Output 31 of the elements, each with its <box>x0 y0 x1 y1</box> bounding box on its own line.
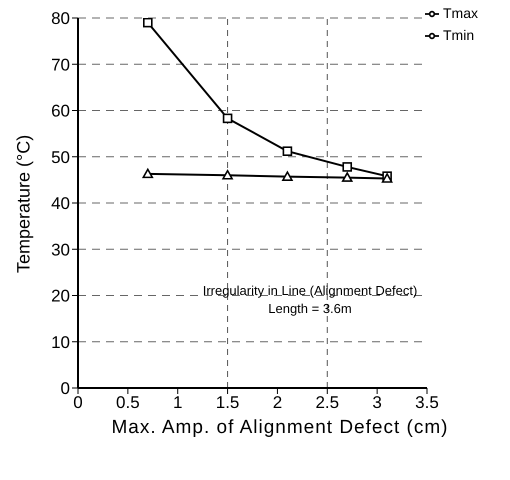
point <box>142 168 154 178</box>
x-tick-label: 3.5 <box>415 393 439 412</box>
x-tick-label: 0.5 <box>116 393 140 412</box>
x-tick-label: 0 <box>73 393 83 412</box>
x-tick-label: 1 <box>172 393 182 412</box>
y-tick-label: 20 <box>51 286 70 306</box>
annotation: Irregularity in Line (Alignment Defect) <box>202 282 418 300</box>
x-tick-label: 2 <box>272 393 282 412</box>
y-tick-label: 70 <box>51 55 70 74</box>
point <box>222 170 233 180</box>
y-tick-label: 10 <box>51 332 70 352</box>
point <box>222 114 232 124</box>
point <box>282 146 292 156</box>
point <box>143 18 153 28</box>
annotation: Length = 3.6m <box>267 300 353 318</box>
point <box>282 171 293 181</box>
y-tick-label: 60 <box>51 102 70 121</box>
x-tick-label: 2.5 <box>315 393 340 412</box>
y-tick-label: 40 <box>51 194 70 214</box>
legend-label: Tmin <box>443 27 474 43</box>
point <box>342 162 352 172</box>
point <box>342 172 353 182</box>
legend-label: Tmax <box>443 5 478 21</box>
y-tick-label: 30 <box>51 240 70 260</box>
x-tick-label: 3 <box>372 393 382 412</box>
y-tick-label: 80 <box>51 9 70 28</box>
y-tick-label: 0 <box>60 379 70 398</box>
x-tick-label: 1.5 <box>216 393 240 412</box>
y-tick-label: 50 <box>51 148 70 167</box>
x-axis-title: Max. Amp. of Alignment Defect (cm) <box>110 416 450 440</box>
y-axis-title: Temperature (°C) <box>13 134 34 273</box>
